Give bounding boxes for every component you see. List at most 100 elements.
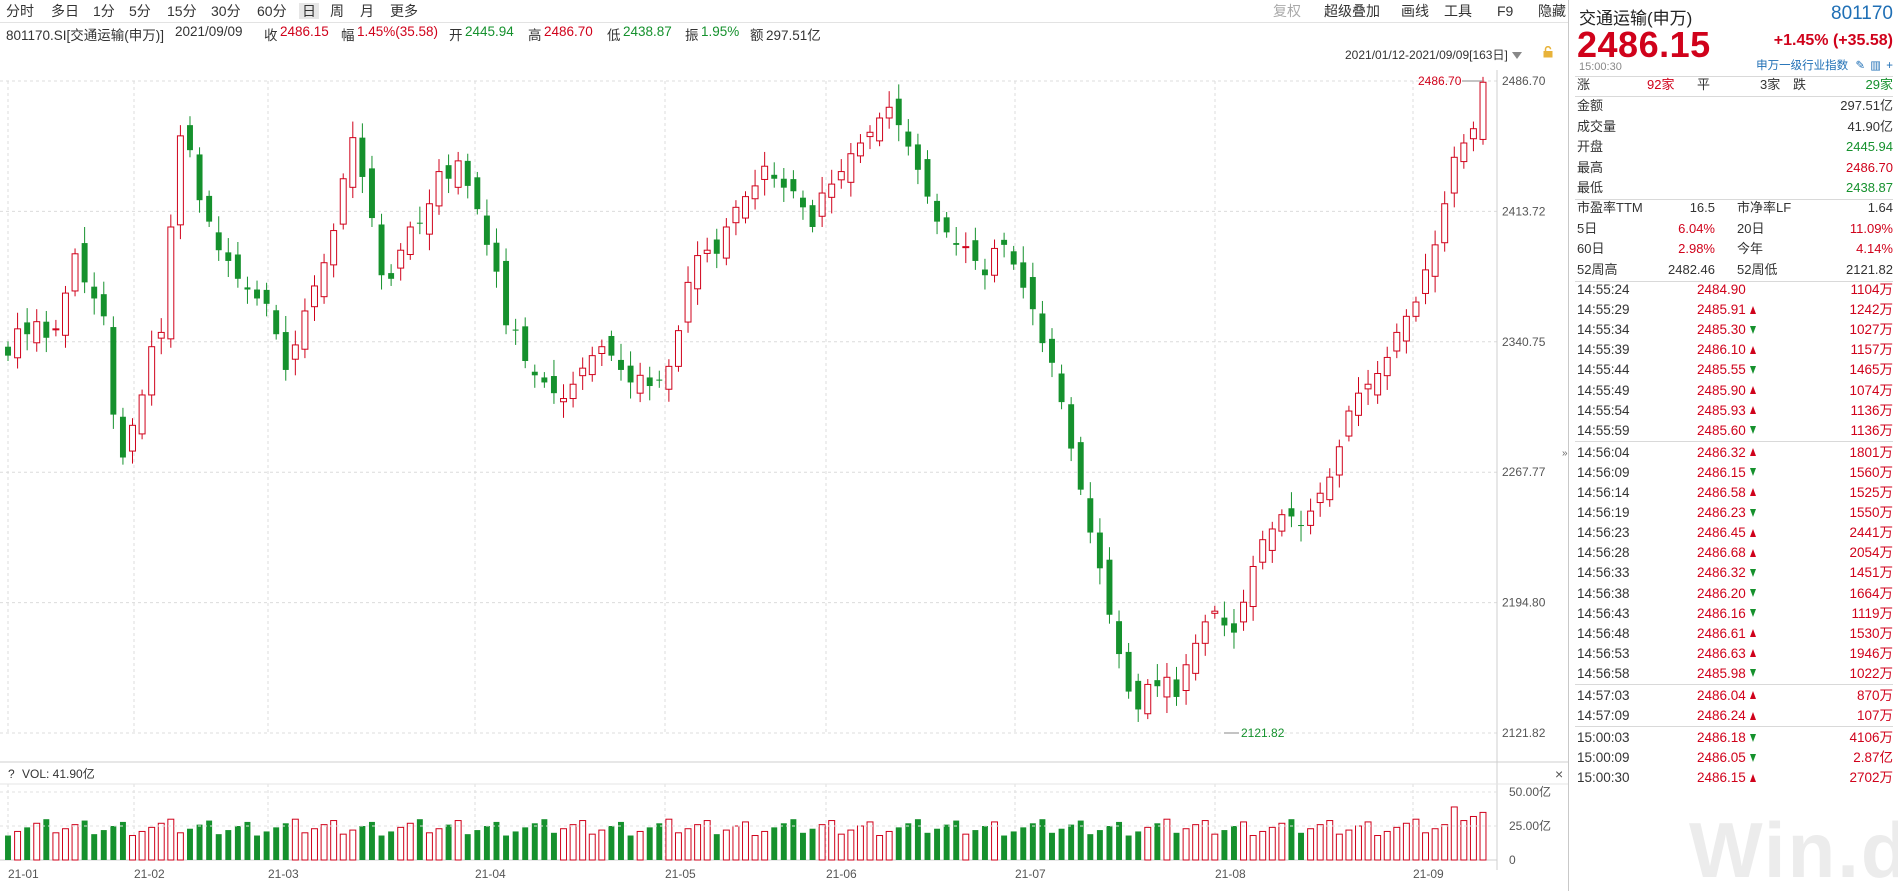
candle-body <box>1402 315 1410 342</box>
metric-label: 市盈率TTM <box>1577 200 1643 215</box>
candle-body <box>799 197 806 208</box>
tick-time: 14:56:58 <box>1577 665 1630 681</box>
tick-time: 14:57:09 <box>1577 708 1630 724</box>
candle-body <box>550 376 557 394</box>
volume-bar <box>1259 830 1267 861</box>
candle-body <box>254 289 260 299</box>
period-tab-10[interactable]: 更多 <box>390 3 418 19</box>
volume-bar <box>254 835 260 860</box>
tool-button-5[interactable]: 隐藏 <box>1538 3 1566 19</box>
volume-bar <box>282 823 289 860</box>
volume-bar <box>1125 835 1132 860</box>
volume-bar <box>856 825 864 861</box>
tool-button-1[interactable]: 超级叠加 <box>1324 3 1380 19</box>
volume-bar <box>81 820 88 860</box>
info-swing: 1.95% <box>701 24 740 39</box>
tick-price: 2486.15 <box>1697 463 1756 483</box>
chart-icon[interactable]: ▥ <box>1870 60 1882 72</box>
quote-price: 2486.15 <box>1577 24 1711 65</box>
tick-row: 14:55:49 2485.90 1074万 <box>1569 381 1898 401</box>
tick-price: 2485.90 <box>1697 381 1756 401</box>
volume-bar <box>953 820 960 860</box>
tick-time: 14:56:48 <box>1577 625 1630 641</box>
candle-body <box>1441 203 1449 244</box>
candle-body <box>138 394 146 435</box>
tool-button-2[interactable]: 画线 <box>1401 3 1429 19</box>
candle-body <box>618 359 624 370</box>
metric-row: 52周高 2482.46 52周低 2121.82 <box>1569 260 1898 280</box>
volume-bar <box>1364 821 1372 861</box>
period-tab-3[interactable]: 5分 <box>129 3 151 19</box>
period-tab-2[interactable]: 1分 <box>93 3 115 19</box>
candle-body <box>234 254 241 279</box>
tick-price: 2486.61 <box>1697 624 1756 644</box>
tick-volume: 1157万 <box>1850 342 1893 358</box>
stat-row: 最低 2438.87 <box>1569 178 1898 198</box>
period-tab-1[interactable]: 多日 <box>51 3 79 19</box>
arrow-down-icon <box>1749 568 1756 577</box>
candle-body <box>1001 239 1008 245</box>
quote-time: 15:00:30 <box>1579 61 1622 73</box>
volume-bar <box>435 828 443 861</box>
date-range-selector[interactable]: 2021/01/12-2021/09/09[163日] <box>1345 46 1522 63</box>
period-tab-5[interactable]: 30分 <box>211 3 241 19</box>
candle-body <box>924 159 931 197</box>
period-tab-7[interactable]: 日 <box>299 3 319 19</box>
volume-bar <box>1068 824 1075 860</box>
edit-icon[interactable]: ✎ <box>1855 60 1865 72</box>
arrow-up-icon <box>1749 649 1756 658</box>
lock-icon[interactable] <box>1542 46 1554 58</box>
tick-volume: 1664万 <box>1849 585 1893 601</box>
candle-body <box>1479 81 1487 140</box>
volume-bar <box>1010 831 1017 860</box>
tick-volume: 1027万 <box>1849 322 1893 338</box>
volume-bar <box>751 835 759 861</box>
period-tab-4[interactable]: 15分 <box>167 3 197 19</box>
volume-bar <box>1307 828 1315 861</box>
stat-label: 开盘 <box>1577 139 1604 154</box>
tool-button-0[interactable]: 复权 <box>1273 3 1301 19</box>
candle-body <box>1231 623 1237 633</box>
volume-bar <box>187 828 193 860</box>
stat-label: 金额 <box>1577 98 1604 113</box>
candle-body <box>61 292 69 336</box>
period-tab-9[interactable]: 月 <box>360 3 374 19</box>
tool-button-4[interactable]: F9 <box>1497 3 1514 19</box>
info-high: 2486.70 <box>544 24 593 39</box>
tick-time: 14:56:33 <box>1577 565 1630 581</box>
period-tab-6[interactable]: 60分 <box>257 3 287 19</box>
tool-button-3[interactable]: 工具 <box>1444 3 1472 19</box>
volume-bar <box>885 830 893 861</box>
volume-bar <box>148 826 156 861</box>
volume-bar <box>273 827 280 860</box>
metric-value: 6.04% <box>1678 220 1715 236</box>
vol-tick-label: 25.00亿 <box>1509 818 1551 833</box>
candle-body <box>646 377 653 387</box>
info-low: 2438.87 <box>623 24 672 39</box>
volume-bar <box>388 831 395 860</box>
candle-body <box>579 367 587 377</box>
y-tick-label: 2340.75 <box>1502 335 1546 349</box>
tick-volume: 1074万 <box>1849 382 1893 398</box>
add-icon[interactable]: + <box>1886 60 1893 72</box>
candle-body <box>406 226 414 256</box>
metric-row: 5日 6.04% 20日 11.09% <box>1569 219 1898 239</box>
volume-bar <box>962 833 970 861</box>
tick-row: 14:55:34 2485.30 1027万 <box>1569 320 1898 340</box>
volume-bar <box>24 827 31 860</box>
wind-watermark: Win.d <box>1689 806 1898 894</box>
tick-time: 14:56:43 <box>1577 605 1630 621</box>
tick-time: 14:55:49 <box>1577 382 1630 398</box>
tick-volume: 1022万 <box>1849 665 1893 681</box>
period-tab-0[interactable]: 分时 <box>6 3 34 19</box>
volume-bar <box>483 826 490 860</box>
period-tab-8[interactable]: 周 <box>330 3 344 19</box>
candle-body <box>1221 617 1228 626</box>
tick-price: 2486.23 <box>1697 503 1756 523</box>
candle-body <box>1268 528 1276 551</box>
collapse-panel-icon[interactable]: » <box>1562 448 1568 459</box>
volume-bar <box>674 832 682 861</box>
volume-bar <box>425 832 433 861</box>
tick-row: 15:00:03 2486.18 4106万 <box>1569 728 1898 748</box>
volume-bar <box>1211 833 1219 861</box>
